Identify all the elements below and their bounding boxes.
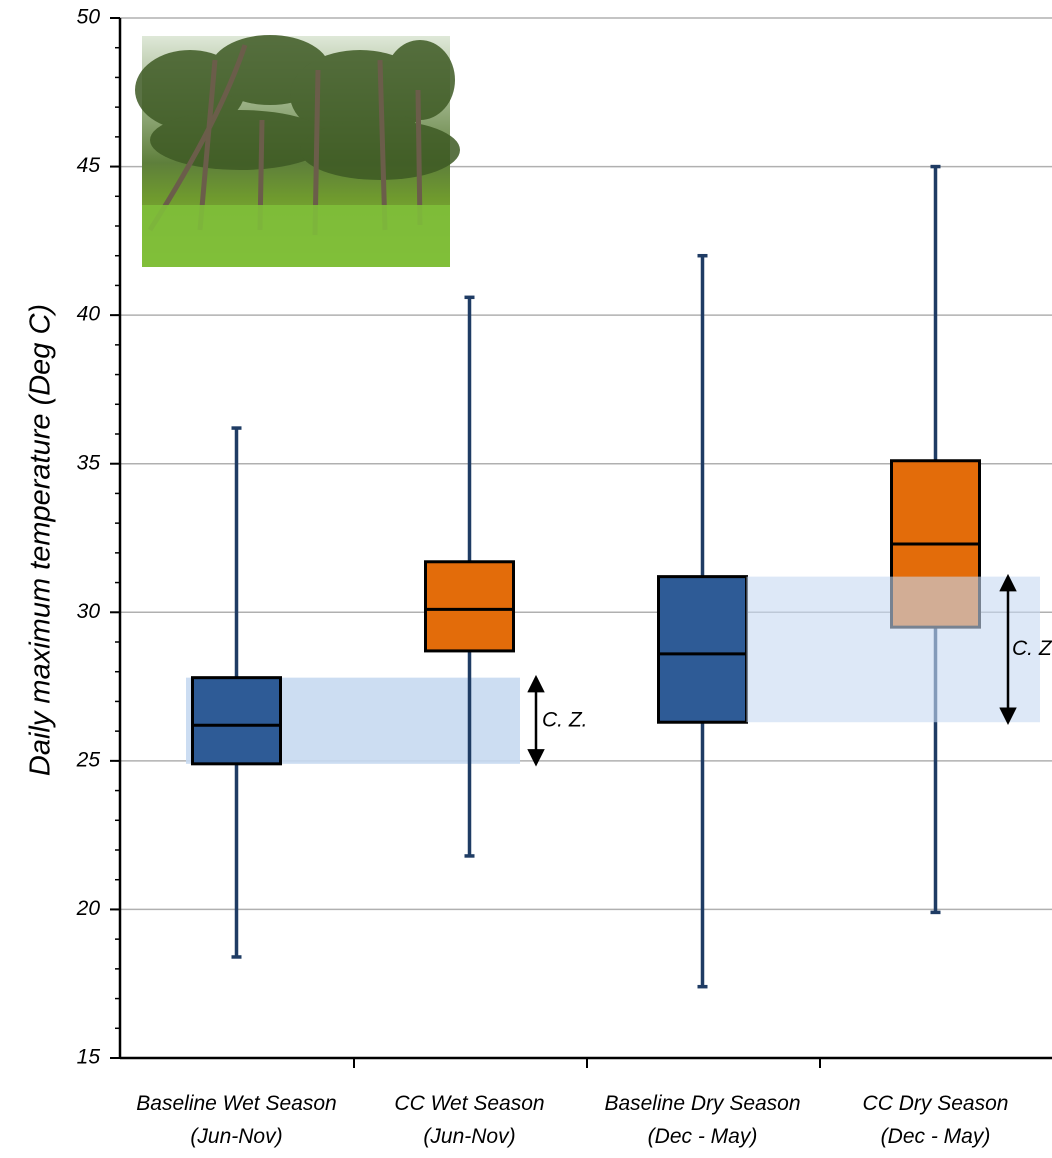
y-tick-label: 50 bbox=[77, 6, 101, 29]
y-tick-label: 25 bbox=[76, 748, 101, 771]
y-tick-label: 35 bbox=[77, 451, 101, 474]
x-tick-label: CC Wet Season bbox=[394, 1092, 544, 1115]
x-tick-label: Baseline Dry Season bbox=[604, 1092, 800, 1115]
box bbox=[193, 678, 281, 764]
annotation: C. Z bbox=[1012, 637, 1052, 660]
chart: Daily maximum temperature (Deg C) 15 20 25… bbox=[0, 0, 1052, 1158]
y-tick-label: 45 bbox=[77, 154, 101, 177]
x-tick-label: CC Dry Season bbox=[863, 1092, 1009, 1115]
y-tick-label: 40 bbox=[77, 303, 101, 326]
comfort-band bbox=[747, 577, 1041, 723]
x-tick-label: (Jun-Nov) bbox=[423, 1125, 515, 1148]
annotation: C. Z. bbox=[542, 708, 588, 731]
y-tick-label: 15 bbox=[77, 1046, 101, 1069]
box bbox=[659, 577, 747, 723]
x-tick-label: (Dec - May) bbox=[881, 1125, 991, 1148]
y-tick-label: 30 bbox=[77, 600, 101, 623]
photo bbox=[135, 35, 460, 267]
y-axis-label: Daily maximum temperature (Deg C) bbox=[25, 304, 57, 776]
x-tick-label: (Dec - May) bbox=[648, 1125, 758, 1148]
box bbox=[426, 562, 514, 651]
x-tick-label: (Jun-Nov) bbox=[190, 1125, 282, 1148]
overlay bbox=[536, 577, 1040, 758]
x-tick-label: Baseline Wet Season bbox=[136, 1092, 336, 1115]
y-tick-label: 20 bbox=[76, 897, 101, 920]
